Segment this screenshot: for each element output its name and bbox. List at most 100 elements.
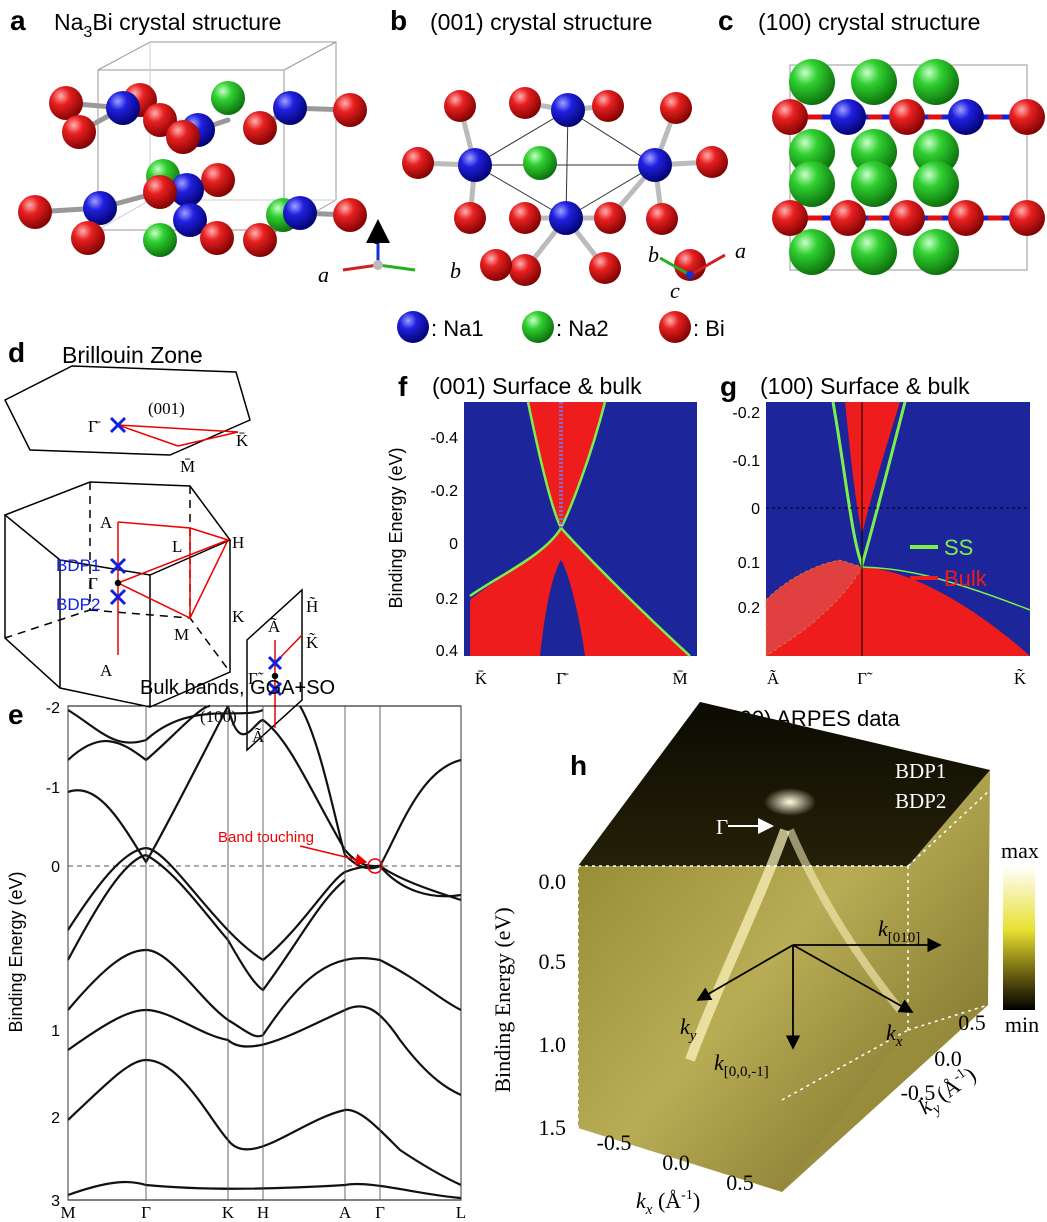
atom (166, 120, 200, 154)
atom (83, 191, 117, 225)
axis-label: a (735, 238, 746, 263)
y-tick-label: 1 (51, 1023, 60, 1040)
atom (772, 99, 808, 135)
x-tick-label: 0.5 (726, 1170, 754, 1195)
shape-path (300, 706, 461, 896)
atom (509, 254, 541, 286)
atom (143, 223, 177, 257)
y-tick-label: -1 (46, 780, 60, 797)
shape-rect (1003, 865, 1035, 1010)
atom (789, 59, 835, 105)
shape-line (378, 265, 415, 270)
atom-legend: : Na1 : Na2 : Bi (397, 311, 725, 343)
atom (71, 221, 105, 255)
shape-path (68, 1006, 461, 1095)
atom (143, 175, 177, 209)
bz-label: H (232, 533, 244, 552)
y-tick-label: 0.5 (539, 949, 567, 974)
shape-circle (397, 311, 429, 343)
shape-path (68, 706, 228, 862)
y-tick-label: 0.0 (539, 869, 567, 894)
atom (243, 111, 277, 145)
shape-line (284, 42, 336, 70)
shape-line (343, 265, 378, 270)
y-tick-label: -0.1 (732, 453, 760, 470)
x-tick-label: K̃ (1014, 669, 1027, 688)
shape-polygon (5, 366, 250, 455)
atom (889, 99, 925, 135)
atom (789, 229, 835, 275)
bz-label: Γ (88, 574, 98, 593)
shape-path (68, 950, 461, 1036)
axis-label: c (372, 224, 382, 249)
shape-path (68, 1060, 461, 1185)
atom (1009, 200, 1045, 236)
atom (551, 93, 585, 127)
panel-title: (100) crystal structure (758, 9, 980, 35)
y-tick-label: 3 (51, 1193, 60, 1210)
y-tick-label: 0.2 (436, 591, 458, 608)
atom (1009, 99, 1045, 135)
atom (549, 201, 583, 235)
axis-triad-a: c a b (318, 222, 461, 287)
atom (273, 91, 307, 125)
axis-label: b (450, 258, 461, 283)
panel-title: (001) Surface & bulk (432, 373, 642, 399)
group (68, 706, 461, 1198)
atom (948, 200, 984, 236)
x-tick-label: L (456, 1203, 466, 1222)
shape-circle (373, 260, 383, 270)
atom (696, 146, 728, 178)
x-tick-label: M (60, 1203, 75, 1222)
atom (402, 147, 434, 179)
x-tick-label: Ã (767, 669, 780, 688)
atom (851, 59, 897, 105)
plot-e (68, 706, 461, 1200)
bz-label: M̄ (180, 457, 195, 476)
atom (594, 202, 626, 234)
y-tick-label: 1.0 (539, 1032, 567, 1057)
panel-letter: g (720, 371, 737, 402)
panel-letter: h (570, 750, 587, 781)
atom (62, 115, 96, 149)
figure: a Na3Bi crystal structure b (001) crysta… (0, 0, 1047, 1222)
y-tick-label: -0.2 (732, 405, 760, 422)
atom (948, 99, 984, 135)
panel-title: Bulk bands, GGA+SO (140, 677, 335, 699)
atom (660, 92, 692, 124)
y-axis-label: Binding Energy (eV) (6, 871, 26, 1032)
atom (333, 198, 367, 232)
shape-path (68, 1182, 461, 1198)
group: -2-10123MΓKHAΓL (46, 700, 466, 1222)
legend-label: : Na1 (431, 316, 484, 341)
shape-ellipse (764, 788, 816, 816)
plot-f (464, 402, 697, 656)
group (68, 706, 461, 1200)
crystal-c (772, 59, 1045, 275)
panel-title: Na3Bi crystal structure (54, 9, 281, 41)
atom (211, 81, 245, 115)
legend-label: Bulk (944, 566, 988, 591)
y-axis-label: Binding Energy (eV) (386, 447, 406, 608)
y-tick-label: 1.5 (539, 1115, 567, 1140)
shape-circle (659, 311, 691, 343)
atom (913, 229, 959, 275)
colorbar-label: max (1001, 838, 1039, 863)
atom (646, 203, 678, 235)
atom (772, 200, 808, 236)
atom (458, 148, 492, 182)
panel-title: (100) Surface & bulk (760, 373, 970, 399)
bz-label: M (174, 625, 189, 644)
atom (480, 249, 512, 281)
point-label: Γ (716, 815, 728, 839)
x-tick-label: H (257, 1203, 269, 1222)
y-tick-label: -2 (46, 700, 60, 717)
x-tick-label: -0.5 (597, 1130, 632, 1155)
annotation: Band touching (218, 829, 314, 846)
x-tick-label: A (339, 1203, 352, 1222)
colorbar-label: min (1005, 1012, 1039, 1037)
shape-circle (116, 581, 121, 586)
atom (638, 148, 672, 182)
shape-path (68, 848, 461, 960)
crystal-a (18, 42, 367, 257)
